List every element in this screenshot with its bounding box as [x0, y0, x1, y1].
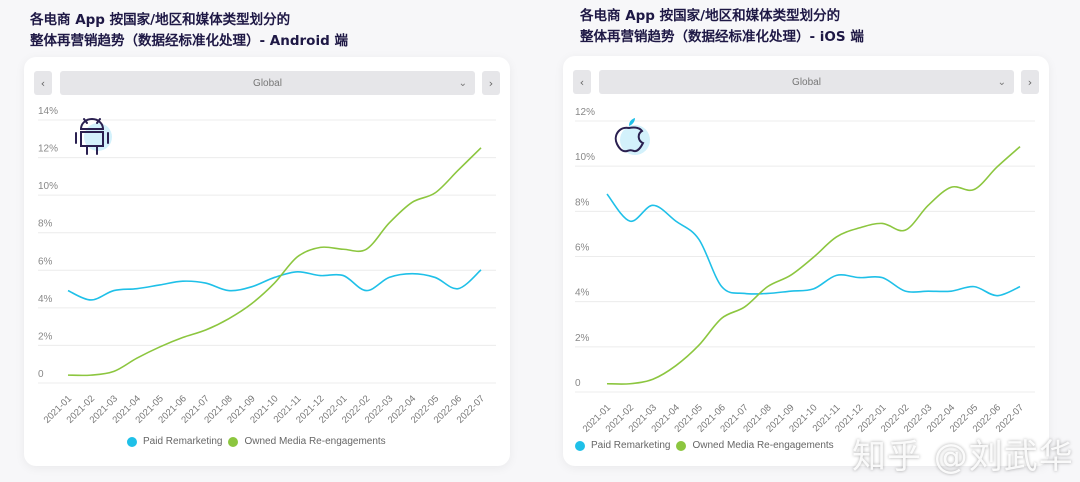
y-tick-label: 8%: [38, 219, 53, 230]
chevron-down-icon: ⌄: [997, 76, 1006, 88]
series-line-paid-remarketing: [67, 269, 482, 301]
title-line-2: 整体再营销趋势（数据经标准化处理）- Android 端: [30, 33, 348, 49]
title-line-1: 各电商 App 按国家/地区和媒体类型划分的: [30, 12, 291, 28]
y-tick-label: 10%: [575, 152, 595, 163]
watermark: 知乎 @刘武华: [852, 437, 1074, 477]
next-button[interactable]: ›: [1021, 70, 1039, 94]
chart-svg: 02%4%6%8%10%12%2021-012021-022021-032021…: [575, 107, 1035, 435]
prev-button[interactable]: ‹: [573, 70, 591, 94]
y-tick-label: 4%: [38, 294, 53, 305]
y-tick-label: 6%: [38, 256, 53, 267]
y-tick-label: 10%: [38, 181, 58, 192]
y-tick-label: 2%: [575, 333, 590, 344]
chart-svg: 02%4%6%8%10%12%14%2021-012021-022021-032…: [38, 106, 496, 426]
ios-chart-card: ‹ Global ⌄ › 0 2% 4% 6% 8% 10% 12% 2021-01 2021-0…: [563, 56, 1049, 466]
android-title: 各电商 App 按国家/地区和媒体类型划分的 整体再营销趋势（数据经标准化处理）…: [30, 10, 348, 52]
legend-dot: [676, 440, 687, 451]
y-tick-label: 12%: [575, 107, 595, 118]
next-button[interactable]: ›: [482, 71, 500, 95]
y-tick-label: 14%: [38, 106, 58, 117]
legend-label[interactable]: Paid Remarketing: [591, 440, 671, 451]
region-select[interactable]: Global ⌄: [599, 70, 1014, 94]
series-line-owned-media: [67, 147, 482, 377]
legend: Paid Remarketing Owned Media Re-engagemen…: [127, 436, 386, 447]
legend-label[interactable]: Owned Media Re-engagements: [244, 436, 386, 447]
legend: Paid Remarketing Owned Media Re-engagemen…: [575, 440, 834, 451]
y-tick-label: 0: [575, 378, 581, 389]
series-line-paid-remarketing: [606, 193, 1021, 297]
region-select-value: Global: [792, 76, 821, 88]
title-line-1: 各电商 App 按国家/地区和媒体类型划分的: [580, 8, 841, 24]
chevron-down-icon: ⌄: [458, 77, 467, 89]
android-chart-card: ‹ Global ⌄ › 0 2% 4% 6% 8% 10% 12% 14% 2021-01 202…: [24, 57, 510, 466]
y-tick-label: 12%: [38, 144, 58, 155]
y-tick-label: 0: [38, 369, 44, 380]
y-tick-label: 6%: [575, 243, 590, 254]
android-icon: [75, 118, 112, 155]
y-tick-label: 4%: [575, 288, 590, 299]
legend-dot: [575, 440, 585, 451]
ios-title: 各电商 App 按国家/地区和媒体类型划分的 整体再营销趋势（数据经标准化处理）…: [580, 6, 864, 48]
legend-dot: [228, 436, 239, 447]
region-select-value: Global: [253, 77, 282, 89]
y-tick-label: 8%: [575, 197, 590, 208]
legend-dot: [127, 436, 137, 447]
y-tick-label: 2%: [38, 331, 53, 342]
legend-label[interactable]: Paid Remarketing: [143, 436, 223, 447]
series-line-owned-media: [606, 146, 1021, 385]
legend-label[interactable]: Owned Media Re-engagements: [692, 440, 834, 451]
region-select[interactable]: Global ⌄: [60, 71, 475, 95]
prev-button[interactable]: ‹: [34, 71, 52, 95]
title-line-2: 整体再营销趋势（数据经标准化处理）- iOS 端: [580, 29, 864, 45]
apple-icon: [614, 118, 650, 155]
